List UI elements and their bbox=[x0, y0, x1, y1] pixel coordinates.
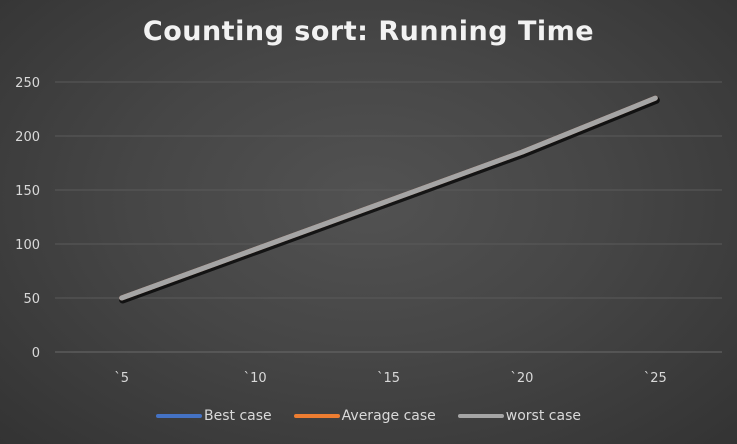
y-tick-label: 200 bbox=[15, 130, 40, 145]
y-tick-label: 100 bbox=[15, 238, 40, 253]
legend-item: Best case bbox=[156, 408, 272, 424]
legend-swatch bbox=[457, 414, 504, 418]
series-line bbox=[119, 95, 658, 301]
y-tick-label: 0 bbox=[32, 346, 40, 361]
legend-swatch bbox=[293, 414, 340, 418]
legend-swatch bbox=[156, 414, 203, 418]
legend-item: worst case bbox=[457, 408, 581, 424]
x-tick-label: `10 bbox=[244, 371, 267, 386]
legend-item: Average case bbox=[293, 408, 436, 424]
x-tick-label: `25 bbox=[644, 371, 667, 386]
x-tick-label: `20 bbox=[510, 371, 533, 386]
x-tick-label: `5 bbox=[114, 371, 129, 386]
legend-label: Average case bbox=[341, 408, 436, 424]
y-tick-label: 250 bbox=[15, 76, 40, 91]
legend-label: worst case bbox=[505, 408, 581, 424]
x-tick-label: `15 bbox=[377, 371, 400, 386]
legend-label: Best case bbox=[204, 408, 272, 424]
y-tick-label: 50 bbox=[23, 292, 40, 307]
chart-title: Counting sort: Running Time bbox=[142, 16, 595, 47]
legend: Best case Average case worst case bbox=[0, 408, 737, 424]
y-tick-label: 150 bbox=[15, 184, 40, 199]
